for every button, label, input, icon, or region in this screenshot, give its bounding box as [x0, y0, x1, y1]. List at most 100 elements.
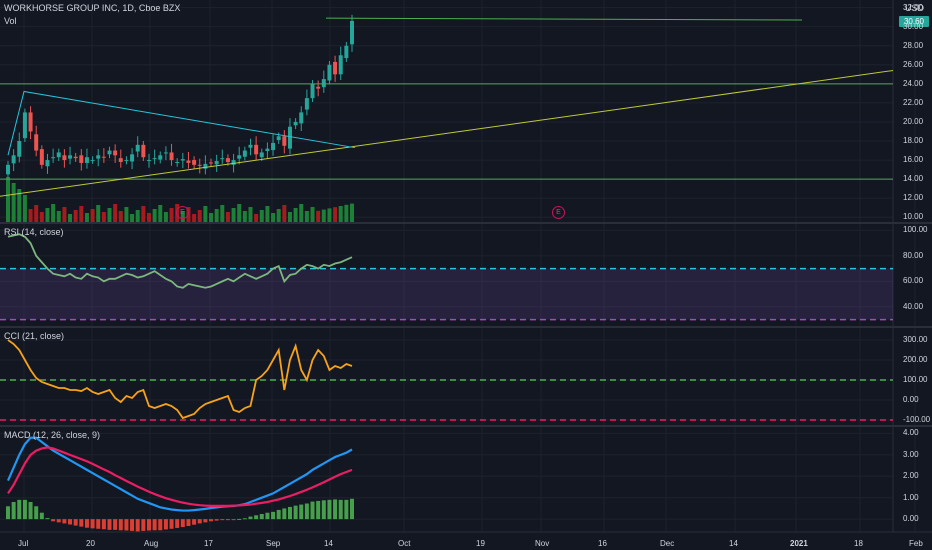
candle-body [90, 160, 95, 162]
macd-histogram-bar [141, 519, 146, 531]
volume-bar [209, 213, 214, 222]
candle-body [344, 45, 349, 59]
candle-body [130, 154, 135, 162]
candle-body [242, 150, 247, 157]
candle-body [197, 164, 202, 166]
candle-body [107, 150, 112, 155]
candle-body [237, 155, 242, 159]
candle-body [101, 156, 106, 158]
time-axis-label: Sep [266, 539, 281, 548]
macd-histogram-bar [265, 512, 270, 520]
candle-body [293, 121, 298, 126]
candle-body [259, 152, 264, 158]
volume-bar [62, 207, 67, 222]
macd-histogram-bar [28, 502, 33, 520]
candle-body [299, 112, 304, 124]
candle-body [56, 152, 61, 158]
volume-bar [163, 212, 168, 222]
candle-body [180, 159, 185, 161]
axis-tick-label: 3.00 [903, 449, 919, 459]
macd-line [6, 436, 353, 512]
volume-bar [118, 211, 123, 222]
volume-bar [45, 208, 50, 222]
volume-label: Vol [4, 16, 17, 26]
macd-histogram-bar [11, 502, 16, 520]
macd-histogram-bar [68, 519, 73, 525]
macd-histogram-bar [90, 519, 95, 529]
volume-bar [90, 209, 95, 222]
candle-body [73, 156, 78, 159]
candle-body [163, 152, 168, 154]
volume-bar [135, 210, 140, 222]
earnings-marker-icon[interactable]: E [552, 206, 565, 219]
volume-bar [197, 210, 202, 222]
candle-body [113, 150, 118, 156]
time-axis-label: Jul [18, 539, 29, 548]
rsi-pane-label: RSI (14, close) [4, 227, 64, 237]
volume-bar [107, 208, 112, 222]
volume-bar [146, 213, 151, 222]
axis-tick-label: 4.00 [903, 428, 919, 438]
time-axis-label: 16 [598, 539, 607, 548]
candle-body [287, 126, 292, 149]
time-axis-label: Aug [144, 539, 159, 548]
axis-tick-label: 24.00 [903, 78, 924, 88]
candle-body [316, 86, 321, 89]
time-axis-label: 14 [324, 539, 333, 548]
volume-bar [271, 213, 276, 222]
earnings-marker-icon[interactable]: E [176, 206, 189, 219]
volume-bar [158, 205, 163, 222]
axis-tick-label: 300.00 [903, 335, 928, 344]
macd-histogram-bar [152, 519, 157, 531]
volume-bar [79, 206, 84, 222]
macd-histogram-bar [39, 512, 44, 520]
axis-tick-label: 14.00 [903, 174, 924, 184]
volume-bar [28, 209, 33, 222]
volume-bar [316, 210, 321, 222]
candle-body [282, 136, 287, 146]
rsi-line [7, 233, 353, 289]
candle-body [350, 20, 354, 45]
volume-bar [73, 210, 78, 222]
macd-histogram-bar [327, 499, 332, 520]
volume-bar [299, 204, 304, 222]
volume-bar [214, 209, 219, 222]
macd-histogram-bar [271, 511, 276, 520]
macd-histogram-bar [287, 506, 292, 520]
macd-histogram-bar [316, 500, 321, 520]
macd-histogram-bar [254, 515, 259, 520]
rsi-band [0, 268, 893, 320]
volume-bar [242, 211, 247, 222]
axis-tick-label: 100.00 [903, 375, 928, 384]
macd-histogram-bar [321, 500, 326, 520]
candle-body [79, 155, 84, 163]
candle-body [34, 134, 39, 151]
macd-histogram-bar [163, 519, 168, 530]
macd-histogram-bar [124, 519, 129, 531]
axis-tick-label: 28.00 [903, 40, 924, 50]
volume-bar [259, 210, 264, 222]
macd-histogram-bar [84, 519, 89, 528]
volume-bar [6, 177, 10, 222]
macd-histogram-bar [203, 519, 208, 523]
candle-body [304, 98, 309, 110]
candle-body [158, 155, 163, 160]
macd-pane-label: MACD (12, 26, close, 9) [4, 430, 101, 440]
volume-bar [248, 207, 253, 222]
axis-tick-label: 100.00 [903, 225, 928, 235]
axis-tick-label: 2.00 [903, 471, 919, 481]
macd-histogram-bar [259, 514, 264, 520]
candle-body [321, 79, 326, 88]
axis-tick-label: 0.00 [903, 395, 919, 404]
last-price-badge: 30.60 [899, 16, 929, 27]
macd-histogram-bar [180, 519, 185, 528]
volume-bar [17, 189, 22, 222]
axis-tick-label: 30.00 [903, 21, 924, 31]
macd-histogram-bar [338, 499, 343, 520]
candle-body [84, 157, 89, 163]
candle-body [152, 158, 157, 160]
candle-body [146, 160, 151, 162]
candle-body [68, 155, 73, 159]
macd-histogram-bar [209, 519, 214, 522]
